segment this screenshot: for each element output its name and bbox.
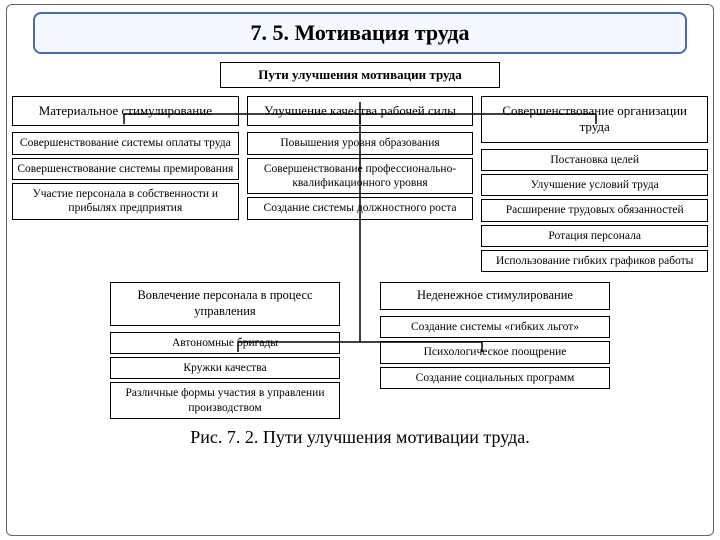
col-quality: Улучшение качества рабочей силы Повышени…	[247, 96, 474, 272]
root-node: Пути улучшения мотивации труда	[220, 62, 500, 88]
col-item: Улучшение условий труда	[481, 174, 708, 196]
col-item: Кружки качества	[110, 357, 340, 379]
col-head: Материальное стимулирование	[12, 96, 239, 126]
col-head: Неденежное стимулирование	[380, 282, 610, 310]
figure-caption: Рис. 7. 2. Пути улучшения мотивации труд…	[12, 427, 708, 448]
col-item: Психологическое поощрение	[380, 341, 610, 363]
col-involvement: Вовлечение персонала в процесс управлени…	[110, 282, 340, 419]
col-item: Постановка целей	[481, 149, 708, 171]
col-organization: Совершенствование организации труда Пост…	[481, 96, 708, 272]
col-item: Совершенствование системы оплаты труда	[12, 132, 239, 154]
col-head: Совершенствование организации труда	[481, 96, 708, 143]
col-item: Ротация персонала	[481, 225, 708, 247]
col-head: Улучшение качества рабочей силы	[247, 96, 474, 126]
top-columns: Материальное стимулирование Совершенство…	[12, 96, 708, 272]
col-nonmonetary: Неденежное стимулирование Создание систе…	[380, 282, 610, 419]
bottom-columns: Вовлечение персонала в процесс управлени…	[12, 282, 708, 419]
slide-title: 7. 5. Мотивация труда	[33, 12, 687, 54]
col-item: Автономные бригады	[110, 332, 340, 354]
col-item: Различные формы участия в управлении про…	[110, 382, 340, 419]
col-head: Вовлечение персонала в процесс управлени…	[110, 282, 340, 325]
col-material: Материальное стимулирование Совершенство…	[12, 96, 239, 272]
col-item: Совершенствование профессионально-квалиф…	[247, 158, 474, 195]
col-item: Использование гибких графиков работы	[481, 250, 708, 272]
col-item: Создание системы должностного роста	[247, 197, 474, 219]
col-item: Расширение трудовых обязанностей	[481, 199, 708, 221]
col-item: Совершенствование системы премирования	[12, 158, 239, 180]
col-item: Участие персонала в собственности и приб…	[12, 183, 239, 220]
col-item: Повышения уровня образования	[247, 132, 474, 154]
col-item: Создание социальных программ	[380, 367, 610, 389]
col-item: Создание системы «гибких льгот»	[380, 316, 610, 338]
